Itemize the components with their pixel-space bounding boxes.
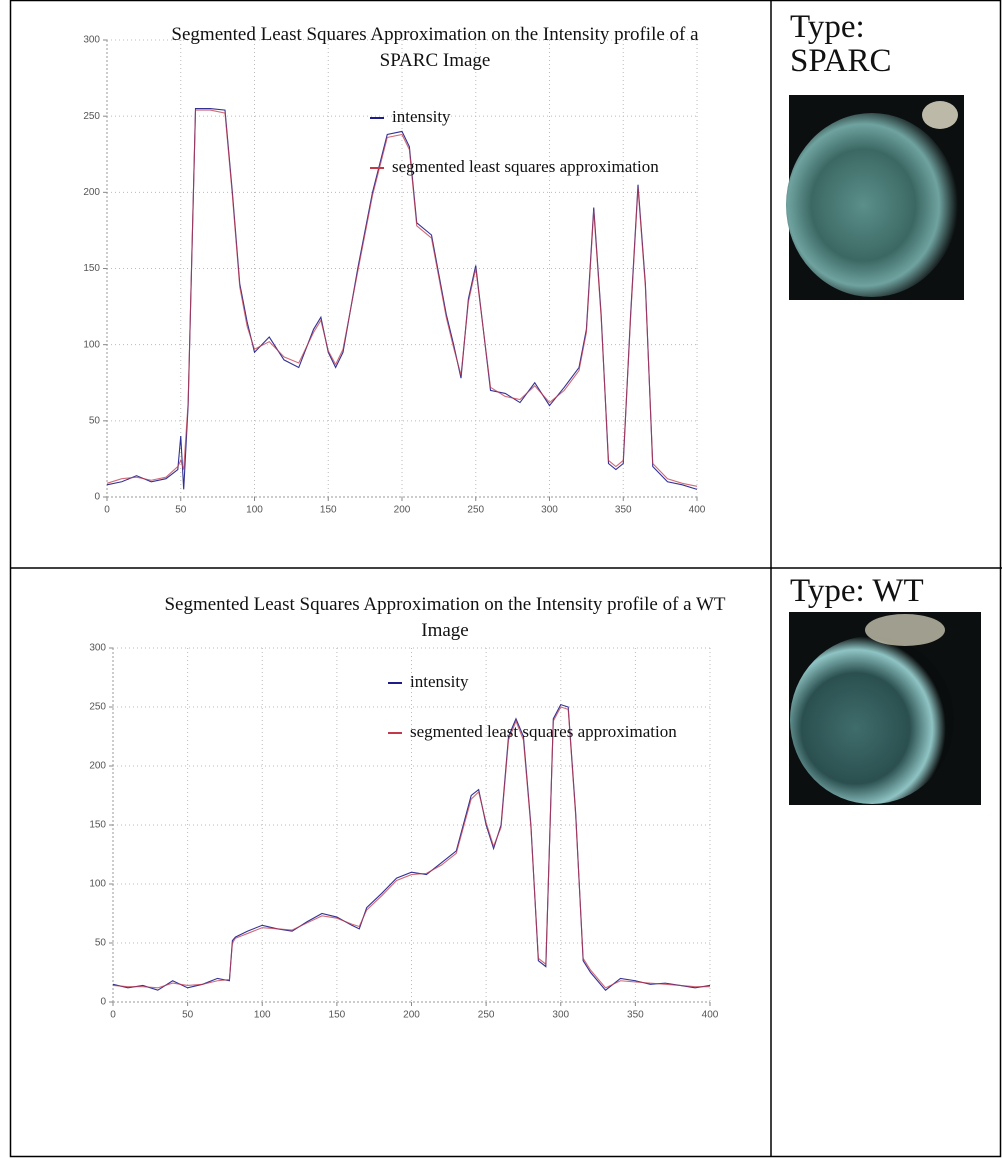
y-tick-label: 250 [89, 702, 106, 713]
chart-title: Segmented Least Squares Approximation on… [164, 594, 726, 641]
x-tick-label: 150 [320, 505, 337, 516]
y-tick-label: 250 [83, 111, 100, 122]
y-tick-label: 200 [83, 187, 100, 198]
y-tick-label: 200 [89, 761, 106, 772]
x-tick-label: 200 [394, 505, 411, 516]
data-line [106, 109, 698, 487]
legend-label: segmented least squares approximation [392, 157, 659, 176]
legend-label: intensity [410, 672, 469, 691]
y-tick-label: 300 [83, 35, 100, 46]
x-tick-label: 100 [246, 505, 263, 516]
x-tick-label: 300 [541, 505, 558, 516]
y-tick-label: 150 [89, 820, 106, 831]
eye-photo [789, 612, 981, 805]
x-tick-label: 400 [702, 1010, 719, 1021]
y-tick-label: 50 [89, 415, 101, 426]
x-tick-label: 200 [403, 1010, 420, 1021]
eye-photo [786, 95, 964, 300]
data-line [112, 703, 711, 991]
x-tick-label: 0 [104, 505, 110, 516]
x-tick-label: 400 [689, 505, 706, 516]
y-tick-label: 0 [100, 997, 106, 1008]
x-tick-label: 150 [329, 1010, 346, 1021]
data-line [112, 706, 710, 989]
x-tick-label: 0 [110, 1010, 116, 1021]
y-tick-label: 300 [89, 643, 106, 654]
panel-label: Type: WT [790, 573, 924, 609]
x-tick-label: 350 [627, 1010, 644, 1021]
y-tick-label: 50 [95, 938, 107, 949]
table-border [9, 0, 1002, 1158]
x-tick-label: 300 [552, 1010, 569, 1021]
x-tick-label: 250 [478, 1010, 495, 1021]
y-tick-label: 100 [83, 339, 100, 350]
x-tick-label: 50 [182, 1010, 194, 1021]
x-tick-label: 350 [615, 505, 632, 516]
x-tick-label: 50 [175, 505, 187, 516]
x-tick-label: 100 [254, 1010, 271, 1021]
x-tick-label: 250 [467, 505, 484, 516]
y-tick-label: 100 [89, 879, 106, 890]
legend-label: segmented least squares approximation [410, 722, 677, 741]
y-tick-label: 150 [83, 263, 100, 274]
legend-label: intensity [392, 107, 451, 126]
panel-label: Type: SPARC [790, 9, 892, 79]
chart-title: Segmented Least Squares Approximation on… [171, 24, 699, 71]
y-tick-label: 0 [94, 492, 100, 503]
